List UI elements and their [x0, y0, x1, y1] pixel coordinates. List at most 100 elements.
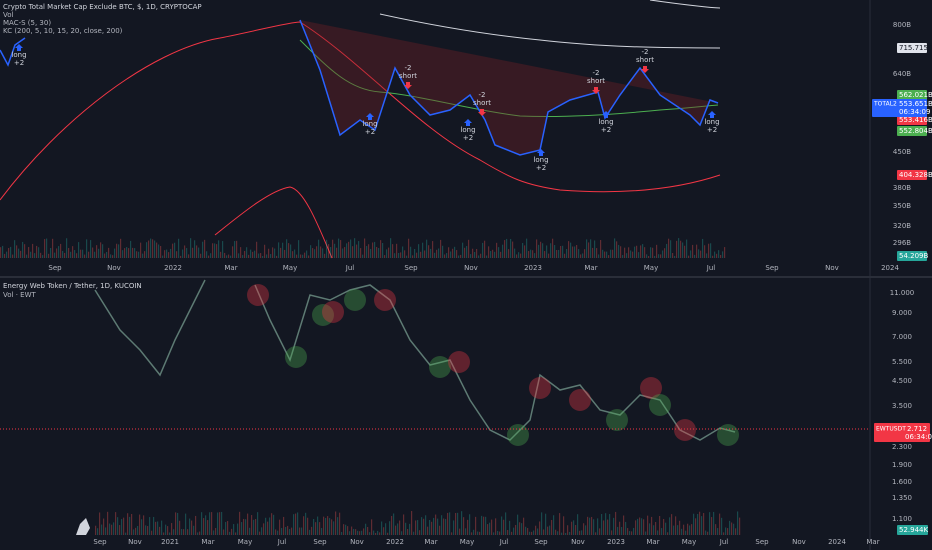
volume-bar	[353, 528, 355, 535]
volume-bar	[628, 247, 630, 258]
volume-bar	[128, 248, 130, 258]
volume-bar	[370, 248, 372, 258]
volume-bar	[463, 517, 465, 535]
volume-bar	[259, 531, 261, 535]
volume-bar	[254, 250, 256, 258]
volume-bar	[176, 251, 178, 258]
volume-bar	[129, 516, 131, 535]
volume-bar	[574, 246, 576, 258]
volume-bar	[643, 519, 645, 535]
volume-bar	[650, 247, 652, 258]
volume-bar	[356, 244, 358, 258]
time-axis-label: Nov	[350, 538, 364, 546]
volume-bar	[315, 522, 317, 535]
volume-bar	[488, 246, 490, 258]
volume-bar	[309, 529, 311, 535]
volume-bar	[282, 242, 284, 258]
volume-bar	[185, 513, 187, 535]
volume-bar	[30, 251, 32, 258]
volume-bar	[430, 248, 432, 258]
volume-bar	[471, 532, 473, 535]
volume-bar	[658, 254, 660, 258]
volume-bar	[408, 238, 410, 258]
volume-bar	[235, 532, 237, 535]
volume-bar	[665, 522, 667, 535]
volume-bar	[655, 522, 657, 535]
long-marker	[606, 409, 628, 431]
price-axis-label: 800B	[893, 21, 911, 29]
volume-bar	[374, 241, 376, 258]
volume-bar	[577, 514, 579, 535]
volume-bar	[227, 521, 229, 535]
symbol-tag	[874, 423, 930, 442]
volume-bar	[10, 246, 12, 258]
volume-bar	[84, 254, 86, 258]
volume-bar	[283, 516, 285, 535]
price-tag	[897, 90, 927, 100]
volume-bar	[284, 249, 286, 258]
volume-bar	[542, 243, 544, 258]
volume-bar	[32, 243, 34, 258]
short-marker	[247, 284, 269, 306]
time-axis-label: May	[460, 538, 474, 546]
indicator-label: Vol · EWT	[3, 291, 36, 299]
volume-bar	[739, 517, 741, 535]
volume-bar	[588, 242, 590, 258]
volume-bar	[678, 238, 680, 258]
volume-bar	[240, 247, 242, 258]
volume-bar	[626, 253, 628, 258]
volume-bar	[388, 247, 390, 258]
volume-bar	[606, 251, 608, 258]
volume-bar	[657, 530, 659, 535]
volume-bar	[366, 246, 368, 258]
volume-bar	[265, 517, 267, 535]
signal-label: short	[399, 72, 417, 80]
volume-bar	[663, 518, 665, 535]
volume-bar	[407, 529, 409, 535]
volume-bar	[182, 249, 184, 258]
volume-bar	[698, 249, 700, 258]
time-axis-label: Nov	[464, 264, 478, 272]
volume-bar	[641, 518, 643, 535]
volume-bar	[447, 512, 449, 535]
volume-bar	[532, 250, 534, 258]
volume-bar	[221, 511, 223, 535]
volume-bar	[216, 244, 218, 258]
signal-label: +2	[14, 59, 24, 67]
kc-lower	[0, 21, 721, 201]
volume-bar	[166, 249, 168, 258]
long-marker	[717, 424, 739, 446]
price-tag-label: 715.715B	[899, 44, 932, 52]
volume-bar	[624, 247, 626, 258]
volume-bar	[215, 527, 217, 535]
volume-bar	[66, 238, 68, 258]
volume-bar	[314, 249, 316, 258]
volume-bar	[269, 517, 271, 535]
volume-bar	[103, 518, 105, 535]
volume-bar	[352, 246, 354, 258]
volume-bar	[97, 528, 99, 535]
volume-bar	[110, 254, 112, 258]
volume-bar	[676, 240, 678, 258]
volume-bar	[552, 238, 554, 258]
volume-bar	[446, 253, 448, 258]
volume-bar	[391, 515, 393, 535]
volume-bar	[565, 532, 567, 535]
volume-bar	[291, 527, 293, 535]
volume-bar	[289, 528, 291, 535]
volume-bar	[320, 246, 322, 258]
volume-bar	[163, 532, 165, 535]
pane-title: Energy Web Token / Tether, 1D, KUCOIN	[3, 282, 142, 290]
volume-bar	[327, 516, 329, 535]
volume-bar	[572, 246, 574, 258]
price-axis-label: 320B	[893, 222, 911, 230]
volume-bar	[212, 243, 214, 258]
volume-bar	[286, 239, 288, 258]
volume-bar	[548, 253, 550, 258]
time-axis-label: 2024	[881, 264, 899, 272]
volume-bar	[341, 531, 343, 535]
time-axis-label: Mar	[424, 538, 437, 546]
volume-bar	[142, 253, 144, 258]
volume-bar	[470, 254, 472, 258]
volume-bar	[159, 526, 161, 535]
